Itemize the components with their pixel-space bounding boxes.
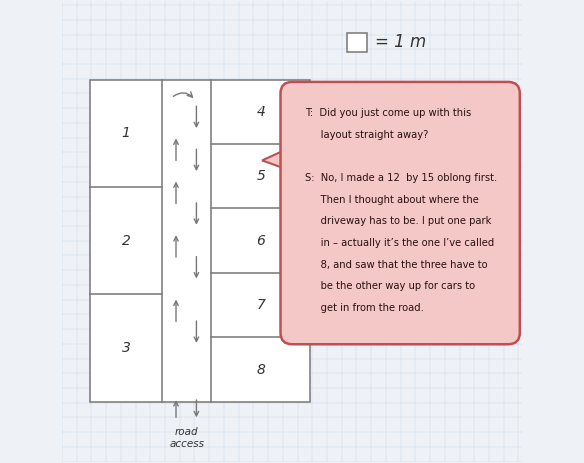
Text: 8, and saw that the three have to: 8, and saw that the three have to <box>305 260 488 269</box>
Text: 5: 5 <box>256 169 265 183</box>
Text: 6: 6 <box>256 234 265 248</box>
Text: get in from the road.: get in from the road. <box>305 303 424 313</box>
Text: T:  Did you just come up with this: T: Did you just come up with this <box>305 108 471 118</box>
Text: = 1 m: = 1 m <box>375 33 426 51</box>
Text: road
access: road access <box>169 427 204 449</box>
Text: Then I thought about where the: Then I thought about where the <box>305 194 479 205</box>
Text: 3: 3 <box>121 341 130 355</box>
Text: 4: 4 <box>256 105 265 119</box>
Text: 1: 1 <box>121 126 130 140</box>
FancyBboxPatch shape <box>280 82 520 344</box>
Text: be the other way up for cars to: be the other way up for cars to <box>305 281 475 291</box>
Text: driveway has to be. I put one park: driveway has to be. I put one park <box>305 216 491 226</box>
Text: layout straight away?: layout straight away? <box>305 130 428 140</box>
Text: in – actually it’s the one I’ve called: in – actually it’s the one I’ve called <box>305 238 494 248</box>
FancyBboxPatch shape <box>89 80 311 402</box>
Bar <box>347 33 367 52</box>
Text: S:  No, I made a 12  by 15 oblong first.: S: No, I made a 12 by 15 oblong first. <box>305 173 497 183</box>
Text: 7: 7 <box>256 298 265 312</box>
Text: 8: 8 <box>256 363 265 376</box>
Polygon shape <box>262 146 294 172</box>
Text: 2: 2 <box>121 234 130 248</box>
